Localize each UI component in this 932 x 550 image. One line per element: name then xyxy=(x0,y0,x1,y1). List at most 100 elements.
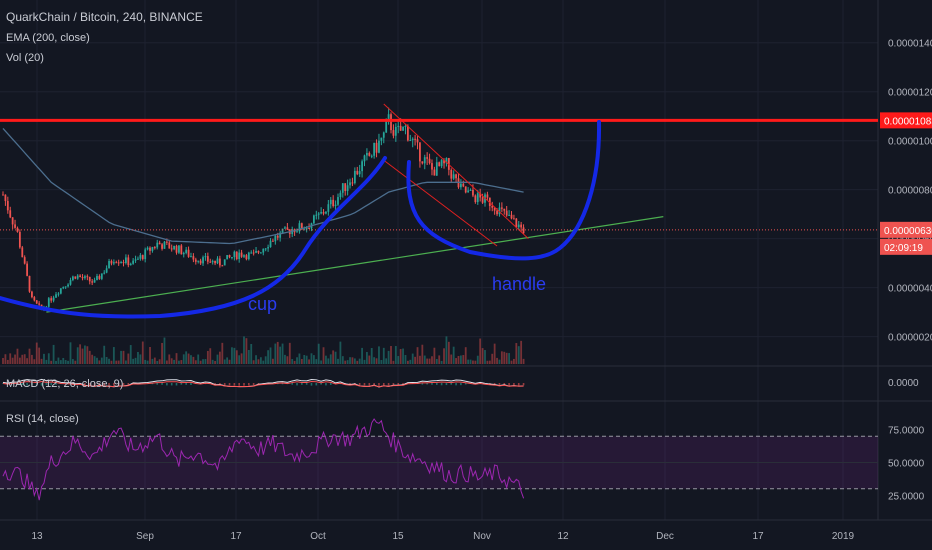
volume-bar xyxy=(247,349,250,364)
volume-bar xyxy=(406,360,409,364)
candle-body xyxy=(370,155,373,157)
overlay-lines xyxy=(0,103,878,319)
volume-bar xyxy=(156,360,159,364)
volume-bar xyxy=(447,341,450,364)
macd-histogram-bar xyxy=(219,383,221,385)
candle-body xyxy=(127,257,130,266)
candle-body xyxy=(233,251,236,258)
candle-body xyxy=(416,139,419,143)
volume-bar xyxy=(358,358,361,364)
volume-bar xyxy=(431,356,433,364)
macd-histogram-bar xyxy=(233,383,236,386)
candle-body xyxy=(52,297,55,301)
candle-body xyxy=(2,194,4,196)
candle-body xyxy=(411,138,414,141)
macd-histogram-bar xyxy=(329,383,332,385)
macd-histogram-bar xyxy=(402,383,404,385)
candle-body xyxy=(247,252,250,260)
candle-body xyxy=(315,214,318,216)
volume-bar xyxy=(165,360,168,364)
volume-bar xyxy=(293,360,296,364)
candle-body xyxy=(93,279,96,283)
volume-bar xyxy=(96,357,98,364)
candle-body xyxy=(493,207,496,211)
candle-body xyxy=(192,256,195,260)
x-tick-label: 13 xyxy=(31,531,43,542)
volume-bar xyxy=(115,360,118,364)
candle-body xyxy=(513,218,515,220)
macd-histogram-bar xyxy=(455,383,457,386)
volume-bar xyxy=(491,353,494,364)
candle-body xyxy=(55,294,57,298)
candle-body xyxy=(125,257,127,264)
candle-body xyxy=(79,275,82,278)
resistance-price-label: 0.00001083 xyxy=(884,116,932,127)
candle-body xyxy=(245,255,248,260)
volume-bar xyxy=(180,360,183,364)
candle-body xyxy=(18,231,21,248)
candle-body xyxy=(259,252,262,254)
macd-histogram-bar xyxy=(252,383,255,386)
candle-body xyxy=(476,193,479,203)
candle-body xyxy=(322,212,325,214)
candle-body xyxy=(267,247,269,249)
macd-tick-label: 0.0000 xyxy=(888,378,919,389)
candle-body xyxy=(421,161,424,164)
candle-body xyxy=(223,259,226,266)
candle-body xyxy=(296,231,298,233)
volume-bar xyxy=(2,357,4,364)
volume-bar xyxy=(168,354,171,364)
candle-body xyxy=(378,140,380,153)
macd-histogram-bar xyxy=(166,383,168,386)
candle-body xyxy=(175,245,178,253)
candle-body xyxy=(74,276,77,279)
macd-histogram-bar xyxy=(141,383,144,384)
volume-bar xyxy=(450,354,453,364)
macd-histogram-bar xyxy=(301,383,303,385)
candle-body xyxy=(472,189,474,196)
volume-bar xyxy=(394,346,397,364)
volume-bar xyxy=(317,343,320,364)
candle-body xyxy=(199,260,202,264)
volume-bar xyxy=(35,342,38,364)
candle-body xyxy=(158,242,161,245)
countdown-label: 02:09:19 xyxy=(884,243,923,254)
last-price-label: 0.00000636 xyxy=(884,226,932,237)
resistance-price-label-bg xyxy=(880,112,932,129)
macd-histogram-bar xyxy=(320,383,322,385)
candle-body xyxy=(281,228,284,233)
volume-bar xyxy=(197,354,200,364)
macd-histogram-bar xyxy=(296,383,298,386)
macd-histogram-bar xyxy=(325,383,327,386)
volume-bar xyxy=(190,355,192,364)
macd-histogram-bar xyxy=(243,383,245,386)
volume-bar xyxy=(332,350,335,364)
volume-bar xyxy=(43,353,45,364)
candle-body xyxy=(209,261,212,263)
volume-bar xyxy=(11,357,14,364)
rsi-tick-label: 50.0000 xyxy=(888,459,925,470)
volume-bar xyxy=(223,359,226,364)
candle-body xyxy=(71,276,74,281)
volume-bar xyxy=(178,360,180,364)
candle-body xyxy=(76,275,79,279)
volume-bar xyxy=(26,358,28,364)
volume-bar xyxy=(98,360,101,364)
candle-body xyxy=(353,170,356,184)
volume-bar xyxy=(192,356,195,364)
volume-bar xyxy=(522,358,525,364)
volume-bar xyxy=(428,358,431,364)
candle-body xyxy=(132,260,135,264)
volume-bar xyxy=(402,348,404,364)
volume-bar xyxy=(52,344,55,364)
candle-body xyxy=(100,273,103,279)
x-tick-label: Sep xyxy=(136,531,154,542)
candle-body xyxy=(28,275,31,292)
candle-body xyxy=(31,291,33,298)
y-tick-label: 0.00001200 xyxy=(888,88,932,99)
candle-body xyxy=(170,248,173,250)
volume-bar xyxy=(476,355,479,364)
candle-body xyxy=(474,195,477,203)
volume-bar xyxy=(151,358,154,364)
